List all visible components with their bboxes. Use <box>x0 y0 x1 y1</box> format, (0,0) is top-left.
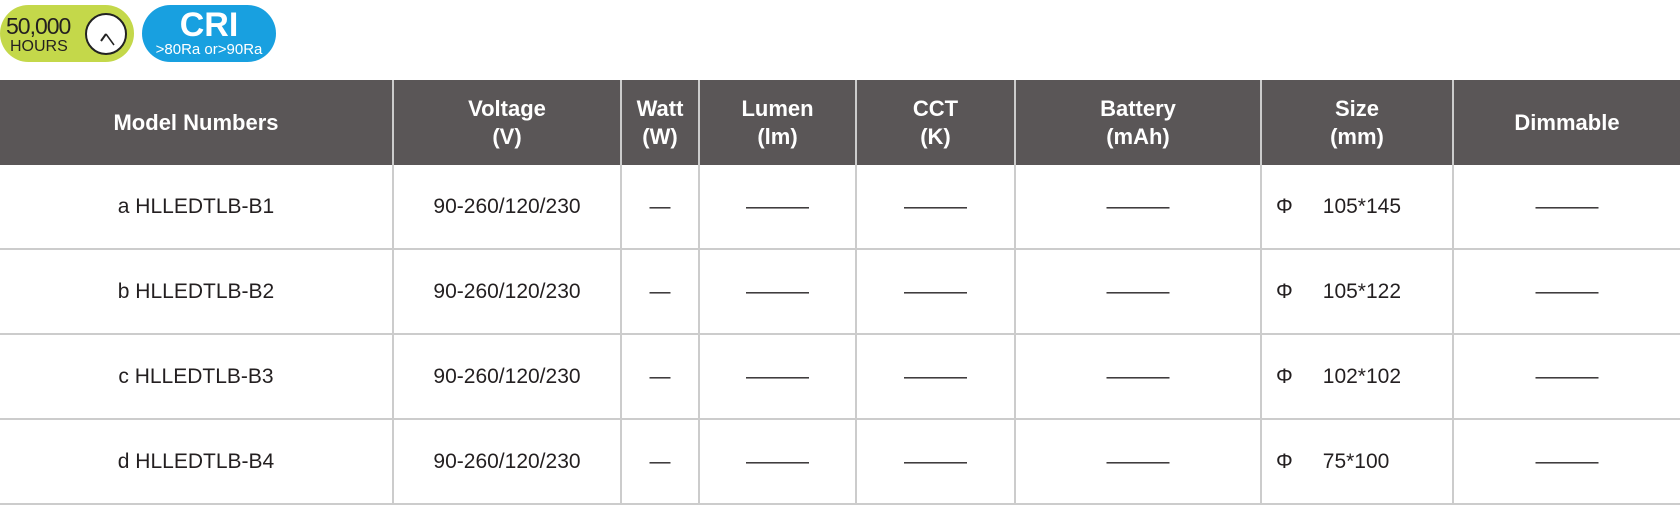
header-unit: (mm) <box>1330 123 1384 149</box>
cell-cct: ——— <box>855 165 1015 250</box>
cell-battery: ——— <box>1014 249 1261 335</box>
header-lumen: Lumen (lm) <box>698 80 856 165</box>
header-unit: (K) <box>920 123 951 149</box>
cri-value: >80Ra or>90Ra <box>155 41 263 58</box>
header-voltage: Voltage (V) <box>392 80 621 165</box>
cell-dimmable: ——— <box>1452 334 1680 420</box>
header-unit: (V) <box>492 123 522 149</box>
header-label: Dimmable <box>1514 109 1620 135</box>
header-watt: Watt (W) <box>620 80 699 165</box>
cell-size: Φ 75*100 <box>1260 419 1453 505</box>
cell-voltage: 90-260/120/230 <box>392 419 621 505</box>
size-value: 105*122 <box>1322 279 1402 303</box>
header-unit: (lm) <box>757 123 798 149</box>
diameter-icon: Φ <box>1276 449 1293 473</box>
size-value: 102*102 <box>1322 364 1402 388</box>
header-label: Lumen <box>741 95 814 121</box>
cell-watt: — <box>620 249 699 335</box>
hours-label: HOURS <box>10 38 68 55</box>
header-label: Watt <box>636 95 684 121</box>
diameter-icon: Φ <box>1276 364 1293 388</box>
hours-value: 50,000 <box>6 13 71 39</box>
cell-dimmable: ——— <box>1452 165 1680 250</box>
table-row: d HLLEDTLB-B4 90-260/120/230— ——— ——— ——— Φ 75… <box>0 419 1680 505</box>
cell-model: b HLLEDTLB-B2 <box>0 249 393 335</box>
header-dimmable: Dimmable <box>1452 80 1680 165</box>
cell-size: Φ 102*102 <box>1260 334 1453 420</box>
cell-lumen: ——— <box>698 419 856 505</box>
header-size: Size (mm) <box>1260 80 1453 165</box>
cell-cct: ——— <box>855 419 1015 505</box>
size-value: 105*145 <box>1322 194 1402 218</box>
cri-badge: CRI >80Ra or>90Ra <box>142 5 276 62</box>
cell-battery: ——— <box>1014 419 1261 505</box>
table-row: b HLLEDTLB-B2 90-260/120/230— ——— ——— ——— Φ 10… <box>0 249 1680 335</box>
header-unit: (W) <box>642 123 678 149</box>
cell-model: a HLLEDTLB-B1 <box>0 165 393 250</box>
table-row: c HLLEDTLB-B3 90-260/120/230— ——— ——— ——— Φ 10… <box>0 334 1680 420</box>
cell-battery: ——— <box>1014 334 1261 420</box>
cell-watt: — <box>620 334 699 420</box>
cell-cct: ——— <box>855 249 1015 335</box>
cell-battery: ——— <box>1014 165 1261 250</box>
table-row: a HLLEDTLB-B1 90-260/120/230— ——— ——— ——— Φ 10… <box>0 165 1680 250</box>
size-value: 75*100 <box>1322 449 1390 473</box>
header-cct: CCT (K) <box>855 80 1015 165</box>
cell-watt: — <box>620 165 699 250</box>
cell-cct: ——— <box>855 334 1015 420</box>
header-model-numbers: Model Numbers <box>0 80 393 165</box>
header-label: Size <box>1334 95 1380 121</box>
header-label: CCT <box>912 95 959 121</box>
cell-voltage: 90-260/120/230 <box>392 334 621 420</box>
cell-voltage: 90-260/120/230 <box>392 165 621 250</box>
cell-voltage: 90-260/120/230 <box>392 249 621 335</box>
cell-dimmable: ——— <box>1452 419 1680 505</box>
diameter-icon: Φ <box>1276 279 1293 303</box>
cri-title: CRI <box>179 6 239 44</box>
header-label: Battery <box>1100 95 1176 121</box>
diameter-icon: Φ <box>1276 194 1293 218</box>
spec-table: Model Numbers Voltage (V) Watt (W) Lumen (lm) C… <box>0 80 1680 505</box>
cell-dimmable: ——— <box>1452 249 1680 335</box>
lifetime-hours-badge: 50,000 HOURS <box>0 5 134 62</box>
header-label: Voltage <box>468 95 546 121</box>
cell-lumen: ——— <box>698 165 856 250</box>
cell-lumen: ——— <box>698 334 856 420</box>
header-battery: Battery (mAh) <box>1014 80 1261 165</box>
cell-size: Φ 105*122 <box>1260 249 1453 335</box>
clock-icon <box>85 13 127 55</box>
header-unit: (mAh) <box>1106 123 1170 149</box>
cell-model: c HLLEDTLB-B3 <box>0 334 393 420</box>
cell-lumen: ——— <box>698 249 856 335</box>
header-row: Model Numbers Voltage (V) Watt (W) Lumen (lm) C… <box>0 80 1680 165</box>
cell-watt: — <box>620 419 699 505</box>
cell-size: Φ 105*145 <box>1260 165 1453 250</box>
cell-model: d HLLEDTLB-B4 <box>0 419 393 505</box>
header-label: Model Numbers <box>113 109 279 135</box>
